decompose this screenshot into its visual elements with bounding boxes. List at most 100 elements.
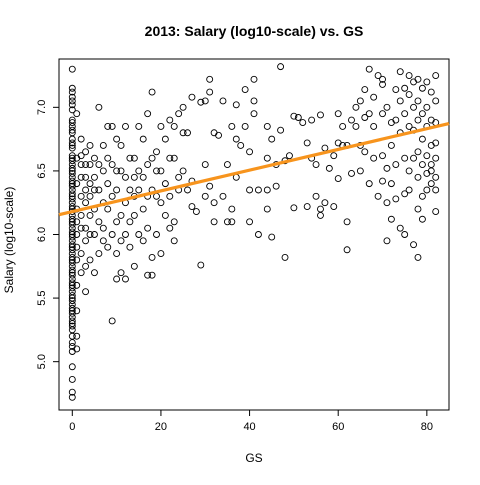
x-tick-label: 60 — [332, 421, 344, 433]
data-point — [392, 86, 400, 93]
data-point — [99, 167, 107, 175]
data-point — [414, 97, 422, 105]
data-point — [405, 122, 413, 130]
data-point — [232, 101, 240, 109]
data-point — [95, 186, 103, 194]
data-point — [73, 307, 81, 315]
data-point — [232, 135, 240, 143]
data-point — [170, 237, 178, 245]
x-axis-label: GS — [245, 451, 262, 465]
data-point — [356, 167, 364, 175]
data-point — [197, 98, 205, 106]
data-point — [135, 122, 143, 130]
data-point — [201, 97, 209, 105]
data-point — [157, 167, 165, 175]
data-point — [166, 116, 174, 124]
data-point — [396, 68, 404, 76]
data-point — [423, 170, 431, 177]
data-point — [343, 218, 351, 226]
data-point — [361, 114, 369, 121]
data-point — [126, 243, 134, 251]
data-point — [277, 63, 285, 71]
data-point — [86, 231, 94, 238]
plot-frame — [58, 58, 450, 411]
data-point — [387, 180, 395, 188]
data-point — [268, 233, 276, 241]
data-point — [418, 215, 426, 223]
data-point — [99, 142, 107, 149]
data-point — [77, 269, 85, 277]
data-point — [228, 205, 236, 213]
data-point — [73, 154, 81, 162]
data-point — [82, 199, 90, 207]
data-point — [410, 103, 417, 111]
data-point — [73, 256, 81, 264]
data-point — [401, 154, 409, 162]
data-point — [379, 75, 386, 83]
data-point — [387, 119, 395, 127]
data-point — [365, 65, 373, 73]
data-point — [68, 326, 76, 334]
data-point — [68, 297, 76, 305]
data-point — [392, 161, 400, 169]
data-point — [170, 154, 178, 162]
data-point — [210, 129, 218, 137]
data-point — [201, 192, 209, 200]
data-point — [166, 154, 174, 162]
data-point — [126, 186, 134, 194]
data-point — [148, 253, 156, 261]
data-point — [126, 218, 134, 226]
data-point — [361, 86, 369, 93]
data-point — [117, 211, 125, 219]
data-point — [68, 93, 76, 101]
x-tick-label: 0 — [69, 421, 75, 433]
data-point — [104, 243, 112, 251]
data-point — [286, 152, 293, 160]
data-point — [365, 180, 373, 188]
y-axis: 5.0 5.5 6.0 6.5 7.0 — [36, 100, 59, 369]
data-point — [339, 122, 347, 130]
data-point — [175, 110, 183, 118]
data-point — [246, 148, 254, 156]
data-point — [95, 103, 103, 111]
data-point — [427, 142, 435, 149]
data-point — [68, 106, 76, 114]
data-point — [392, 195, 400, 203]
data-point — [130, 262, 138, 270]
data-point — [263, 122, 271, 130]
data-point — [405, 72, 413, 79]
data-point — [246, 218, 254, 226]
data-point — [418, 192, 426, 200]
data-point — [82, 148, 90, 156]
data-point — [348, 116, 355, 124]
data-point — [414, 205, 422, 213]
data-point — [77, 192, 85, 200]
data-point — [223, 161, 231, 169]
data-point — [68, 126, 76, 134]
data-point — [432, 154, 440, 162]
data-point — [113, 186, 121, 194]
data-point — [179, 129, 187, 137]
data-point — [383, 199, 391, 207]
data-point — [241, 86, 249, 93]
data-point — [427, 161, 435, 169]
y-tick-label: 6.5 — [36, 163, 48, 178]
data-point — [432, 173, 440, 181]
data-point — [77, 152, 85, 160]
data-point — [370, 122, 378, 130]
data-point — [206, 88, 214, 96]
data-point — [418, 84, 426, 92]
data-point — [321, 199, 329, 207]
data-point — [418, 161, 426, 169]
data-point — [334, 110, 342, 118]
data-point — [144, 110, 152, 118]
data-point — [108, 317, 116, 325]
data-point — [73, 218, 81, 226]
data-point — [410, 78, 417, 86]
data-points — [68, 63, 440, 401]
data-point — [188, 93, 196, 101]
data-point — [392, 116, 400, 124]
data-point — [68, 119, 76, 127]
data-point — [281, 253, 289, 261]
data-point — [157, 199, 165, 207]
